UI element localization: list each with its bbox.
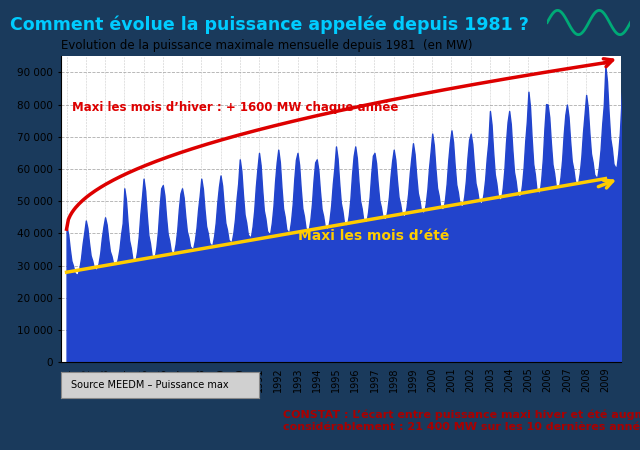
Text: Source MEEDM – Puissance max: Source MEEDM – Puissance max: [70, 380, 228, 390]
Text: Evolution de la puissance maximale mensuelle depuis 1981  (en MW): Evolution de la puissance maximale mensu…: [61, 39, 472, 52]
Text: Comment évolue la puissance appelée depuis 1981 ?: Comment évolue la puissance appelée depu…: [10, 16, 529, 34]
Text: Maxi les mois d’été: Maxi les mois d’été: [298, 229, 449, 243]
Text: Maxi les mois d’hiver : + 1600 MW chaque année: Maxi les mois d’hiver : + 1600 MW chaque…: [72, 101, 399, 114]
Text: CONSTAT : L’écart entre puissance maxi hiver et été augmente
considérablement : : CONSTAT : L’écart entre puissance maxi h…: [284, 410, 640, 432]
